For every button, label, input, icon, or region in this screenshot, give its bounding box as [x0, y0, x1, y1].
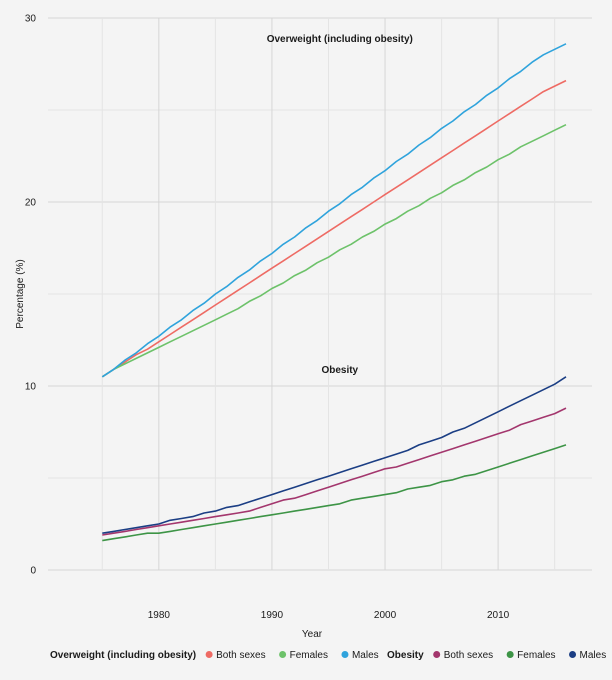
- legend-entry-label: Males: [352, 650, 379, 661]
- x-tick-label: 1980: [148, 610, 171, 621]
- axes: 0 10 20 30 1980 1990 2000 2010 Year Percentage (%…: [15, 14, 510, 641]
- legend-swatch: [205, 651, 213, 658]
- legend-entry-label: Both sexes: [444, 650, 493, 661]
- chart-annotation: Obesity: [321, 365, 358, 376]
- legend: Overweight (including obesity) Both sexes…: [50, 650, 606, 661]
- series-line: [101, 79, 567, 378]
- legend-swatch: [341, 651, 349, 658]
- annotations: Overweight (including obesity) Obesity: [267, 34, 413, 376]
- series-line: [101, 43, 567, 378]
- chart-annotation: Overweight (including obesity): [267, 34, 413, 45]
- series-line: [101, 123, 567, 378]
- y-tick-label: 10: [25, 382, 37, 393]
- x-tick-label: 1990: [261, 610, 284, 621]
- series-line: [102, 444, 567, 542]
- legend-group-title: Overweight (including obesity): [50, 650, 196, 661]
- x-tick-label: 2000: [374, 610, 397, 621]
- series-line: [102, 407, 567, 536]
- legend-swatch: [279, 651, 287, 658]
- legend-entry-label: Females: [290, 650, 328, 661]
- legend-entry-label: Males: [580, 650, 607, 661]
- y-tick-label: 20: [25, 198, 37, 209]
- legend-swatch: [569, 651, 577, 658]
- grid: [48, 17, 592, 571]
- y-tick-label: 0: [30, 566, 36, 577]
- x-tick-label: 2010: [487, 610, 510, 621]
- series-lines: [101, 43, 567, 542]
- legend-group-title: Obesity: [387, 650, 424, 661]
- y-tick-label: 30: [25, 14, 37, 25]
- legend-entry-label: Females: [517, 650, 555, 661]
- legend-swatch: [433, 651, 441, 658]
- legend-swatch: [506, 651, 514, 658]
- legend-entry-label: Both sexes: [216, 650, 265, 661]
- series-line: [102, 376, 567, 534]
- x-axis-title: Year: [302, 629, 323, 640]
- y-axis-title: Percentage (%): [15, 259, 26, 328]
